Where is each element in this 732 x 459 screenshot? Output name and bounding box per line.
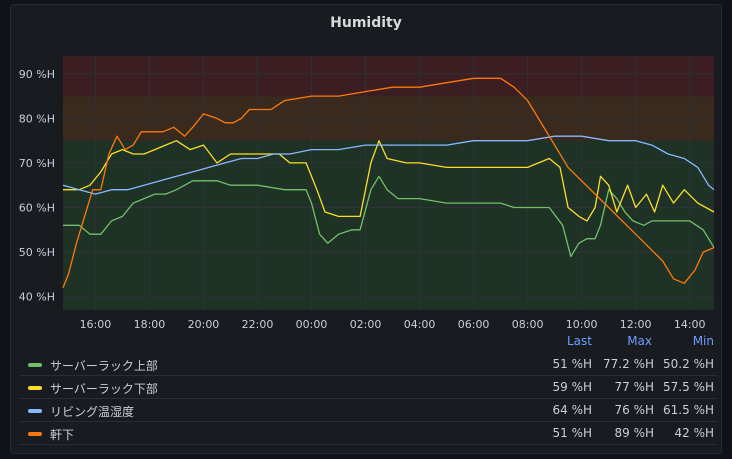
legend: Last Max Min サーバーラック上部 51 %H 77.2 %H 50.…: [20, 331, 718, 445]
legend-min-value: 42 %H: [674, 426, 714, 440]
x-tick-label: 10:00: [566, 318, 598, 331]
y-tick-label: 60 %H: [19, 202, 55, 215]
x-tick-label: 12:00: [620, 318, 652, 331]
y-tick-label: 70 %H: [19, 157, 55, 170]
x-tick-label: 02:00: [350, 318, 382, 331]
x-tick-label: 18:00: [134, 318, 166, 331]
legend-min-value: 57.5 %H: [663, 380, 714, 394]
x-tick-label: 22:00: [242, 318, 274, 331]
x-tick-label: 20:00: [188, 318, 220, 331]
threshold-band: [63, 56, 714, 97]
legend-row[interactable]: サーバーラック上部 51 %H 77.2 %H 50.2 %H: [20, 353, 718, 376]
legend-max-value: 76 %H: [614, 403, 654, 417]
x-tick-label: 04:00: [404, 318, 436, 331]
x-tick-label: 06:00: [458, 318, 490, 331]
x-tick-label: 00:00: [296, 318, 328, 331]
y-tick-label: 40 %H: [19, 291, 55, 304]
legend-header-min[interactable]: Min: [692, 334, 714, 348]
legend-swatch: [28, 432, 42, 436]
legend-row[interactable]: サーバーラック下部 59 %H 77 %H 57.5 %H: [20, 376, 718, 399]
y-tick-label: 50 %H: [19, 246, 55, 259]
legend-swatch: [28, 409, 42, 413]
legend-last-value: 51 %H: [552, 357, 592, 371]
legend-min-value: 50.2 %H: [663, 357, 714, 371]
legend-row[interactable]: リビング温湿度 64 %H 76 %H 61.5 %H: [20, 399, 718, 422]
series-line-0: [63, 175, 715, 258]
y-tick-label: 80 %H: [19, 112, 55, 125]
legend-max-value: 77.2 %H: [603, 357, 654, 371]
x-tick-label: 14:00: [674, 318, 706, 331]
legend-min-value: 61.5 %H: [663, 403, 714, 417]
legend-last-value: 59 %H: [552, 380, 592, 394]
x-tick-label: 16:00: [80, 318, 112, 331]
series-line-1: [63, 140, 715, 222]
legend-series-name[interactable]: サーバーラック上部: [50, 359, 158, 373]
legend-header-last[interactable]: Last: [567, 334, 592, 348]
legend-header-max[interactable]: Max: [627, 334, 652, 348]
legend-swatch: [28, 363, 42, 367]
y-tick-label: 90 %H: [19, 68, 55, 81]
legend-max-value: 77 %H: [614, 380, 654, 394]
series-line-2: [62, 135, 715, 195]
x-tick-label: 08:00: [512, 318, 544, 331]
legend-series-name[interactable]: リビング温湿度: [50, 405, 135, 419]
legend-row[interactable]: 軒下 51 %H 89 %H 42 %H: [20, 422, 718, 445]
legend-max-value: 89 %H: [614, 426, 654, 440]
series-line-3: [62, 77, 715, 288]
legend-series-name[interactable]: 軒下: [50, 428, 75, 442]
legend-series-name[interactable]: サーバーラック下部: [50, 382, 158, 396]
threshold-band: [63, 140, 714, 310]
legend-swatch: [28, 386, 42, 390]
legend-last-value: 64 %H: [552, 403, 592, 417]
legend-last-value: 51 %H: [552, 426, 592, 440]
chart-title: Humidity: [330, 15, 402, 31]
legend-header: Last Max Min: [20, 331, 718, 353]
